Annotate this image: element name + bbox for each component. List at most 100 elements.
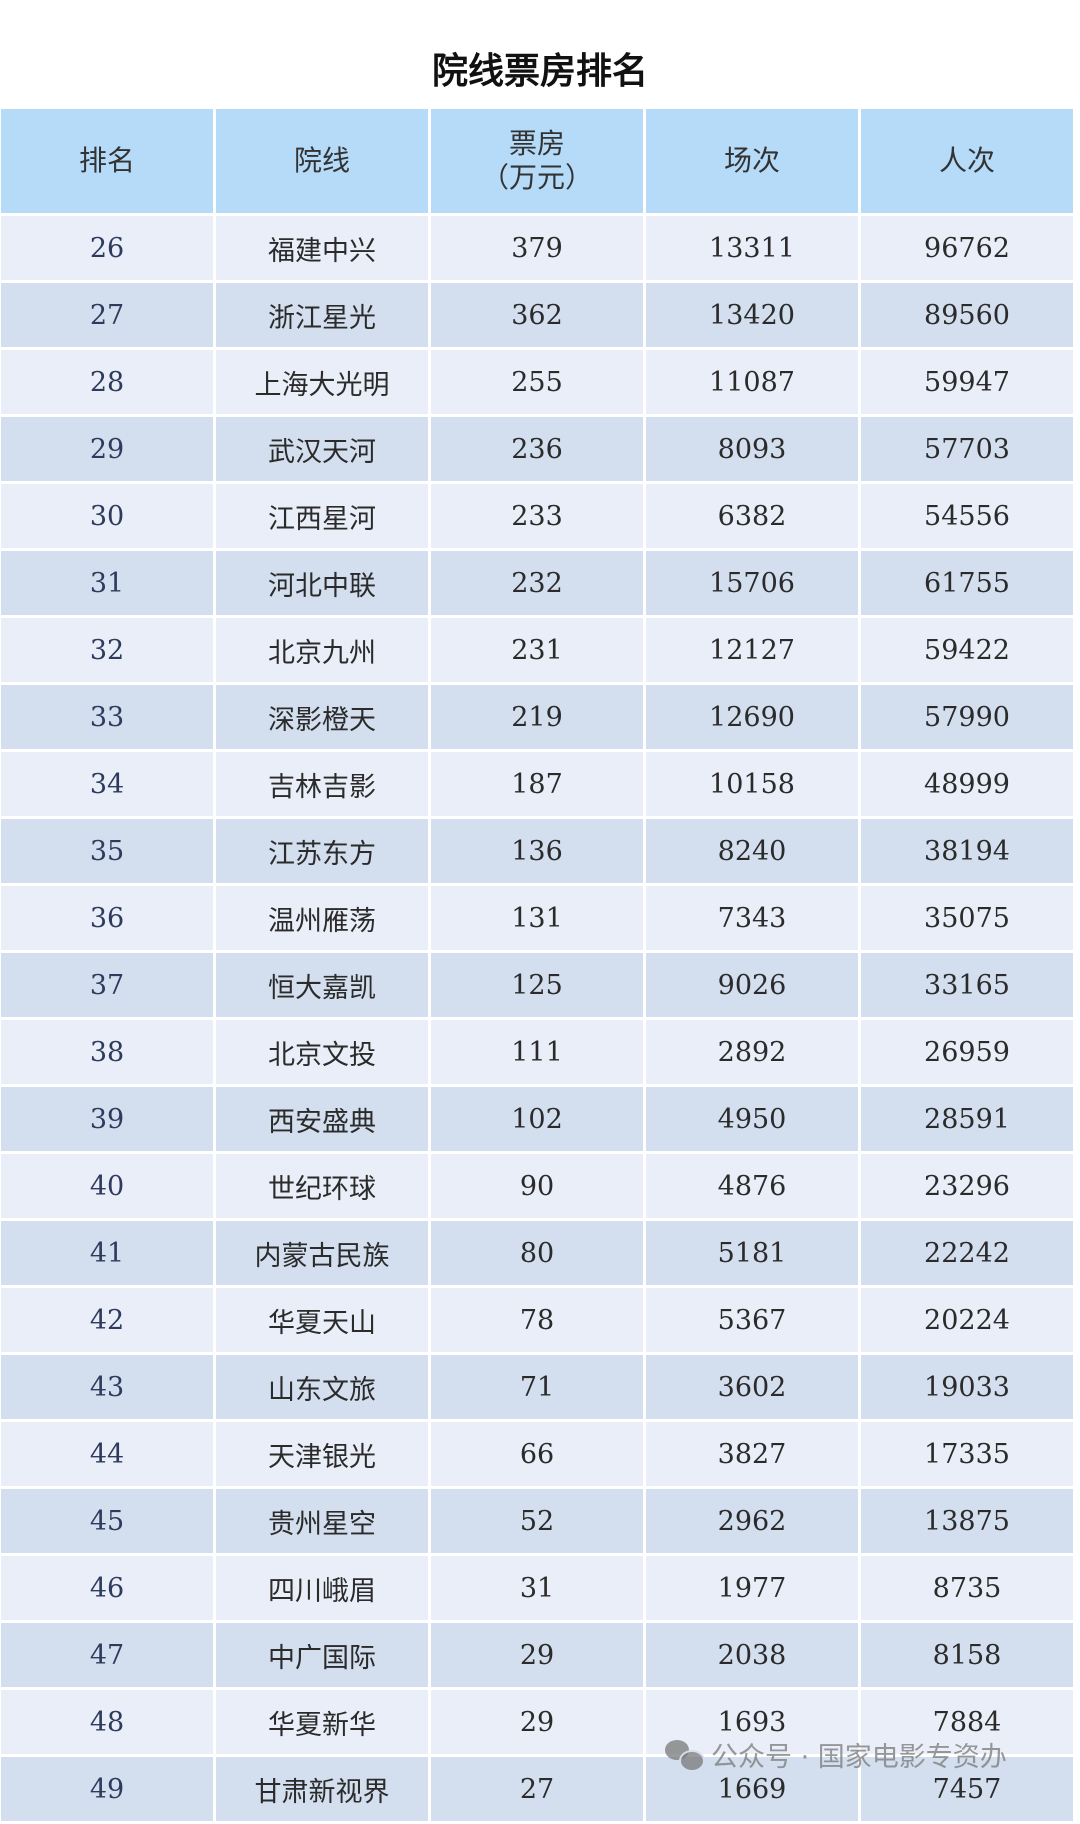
- table-row: 35 江苏东方 136 8240 38194: [1, 819, 1073, 883]
- cell-cinema-chain: 武汉天河: [216, 417, 428, 481]
- table-row: 38 北京文投 111 2892 26959: [1, 1020, 1073, 1084]
- cell-screenings: 6382: [646, 484, 858, 548]
- table-row: 42 华夏天山 78 5367 20224: [1, 1288, 1073, 1352]
- cell-screenings: 5181: [646, 1221, 858, 1285]
- cell-screenings: 5367: [646, 1288, 858, 1352]
- cell-screenings: 13311: [646, 216, 858, 280]
- cell-box-office: 136: [431, 819, 643, 883]
- cell-cinema-chain: 恒大嘉凯: [216, 953, 428, 1017]
- table-row: 44 天津银光 66 3827 17335: [1, 1422, 1073, 1486]
- cell-box-office: 187: [431, 752, 643, 816]
- cell-cinema-chain: 吉林吉影: [216, 752, 428, 816]
- cell-attendance: 57990: [861, 685, 1073, 749]
- cell-screenings: 12690: [646, 685, 858, 749]
- cell-rank: 49: [1, 1757, 213, 1821]
- cell-rank: 27: [1, 283, 213, 347]
- cell-rank: 45: [1, 1489, 213, 1553]
- wechat-icon: [665, 1739, 705, 1772]
- cell-cinema-chain: 中广国际: [216, 1623, 428, 1687]
- table-row: 27 浙江星光 362 13420 89560: [1, 283, 1073, 347]
- header-cinema-chain: 院线: [216, 109, 428, 213]
- table-row: 48 华夏新华 29 1693 7884: [1, 1690, 1073, 1754]
- table-row: 29 武汉天河 236 8093 57703: [1, 417, 1073, 481]
- table-row: 32 北京九州 231 12127 59422: [1, 618, 1073, 682]
- cell-attendance: 35075: [861, 886, 1073, 950]
- cell-screenings: 3827: [646, 1422, 858, 1486]
- watermark: 公众号 · 国家电影专资办: [665, 1735, 1007, 1774]
- cell-box-office: 78: [431, 1288, 643, 1352]
- header-box-office-line2: （万元）: [480, 161, 593, 194]
- cell-screenings: 2892: [646, 1020, 858, 1084]
- cell-box-office: 232: [431, 551, 643, 615]
- cell-cinema-chain: 江西星河: [216, 484, 428, 548]
- cell-screenings: 3602: [646, 1355, 858, 1419]
- table-row: 28 上海大光明 255 11087 59947: [1, 350, 1073, 414]
- cell-cinema-chain: 上海大光明: [216, 350, 428, 414]
- cell-rank: 44: [1, 1422, 213, 1486]
- cell-box-office: 31: [431, 1556, 643, 1620]
- cell-box-office: 236: [431, 417, 643, 481]
- cell-cinema-chain: 四川峨眉: [216, 1556, 428, 1620]
- table-row: 33 深影橙天 219 12690 57990: [1, 685, 1073, 749]
- cell-cinema-chain: 浙江星光: [216, 283, 428, 347]
- cell-attendance: 23296: [861, 1154, 1073, 1218]
- table-row: 47 中广国际 29 2038 8158: [1, 1623, 1073, 1687]
- cell-rank: 37: [1, 953, 213, 1017]
- cell-rank: 43: [1, 1355, 213, 1419]
- cell-rank: 30: [1, 484, 213, 548]
- cell-rank: 26: [1, 216, 213, 280]
- cell-cinema-chain: 山东文旅: [216, 1355, 428, 1419]
- cell-attendance: 59947: [861, 350, 1073, 414]
- cell-rank: 48: [1, 1690, 213, 1754]
- cell-rank: 36: [1, 886, 213, 950]
- table-header-row: 排名 院线 票房 （万元） 场次 人次: [1, 109, 1073, 213]
- cell-cinema-chain: 河北中联: [216, 551, 428, 615]
- cell-cinema-chain: 北京文投: [216, 1020, 428, 1084]
- cell-screenings: 4876: [646, 1154, 858, 1218]
- cell-box-office: 111: [431, 1020, 643, 1084]
- cell-cinema-chain: 江苏东方: [216, 819, 428, 883]
- table-row: 45 贵州星空 52 2962 13875: [1, 1489, 1073, 1553]
- cell-box-office: 66: [431, 1422, 643, 1486]
- table-row: 26 福建中兴 379 13311 96762: [1, 216, 1073, 280]
- cell-cinema-chain: 贵州星空: [216, 1489, 428, 1553]
- cell-cinema-chain: 温州雁荡: [216, 886, 428, 950]
- table-row: 37 恒大嘉凯 125 9026 33165: [1, 953, 1073, 1017]
- cell-attendance: 54556: [861, 484, 1073, 548]
- cell-cinema-chain: 福建中兴: [216, 216, 428, 280]
- header-box-office-line1: 票房: [508, 127, 565, 160]
- cell-attendance: 19033: [861, 1355, 1073, 1419]
- cell-box-office: 379: [431, 216, 643, 280]
- cell-screenings: 8240: [646, 819, 858, 883]
- table-row: 31 河北中联 232 15706 61755: [1, 551, 1073, 615]
- cell-screenings: 2038: [646, 1623, 858, 1687]
- cell-box-office: 90: [431, 1154, 643, 1218]
- cell-box-office: 52: [431, 1489, 643, 1553]
- cell-screenings: 4950: [646, 1087, 858, 1151]
- ranking-table: 排名 院线 票房 （万元） 场次 人次 26 福建中兴 379 13311 96762 27…: [0, 106, 1076, 1824]
- cell-screenings: 7343: [646, 886, 858, 950]
- cell-attendance: 48999: [861, 752, 1073, 816]
- cell-screenings: 8093: [646, 417, 858, 481]
- cell-attendance: 26959: [861, 1020, 1073, 1084]
- cell-screenings: 2962: [646, 1489, 858, 1553]
- header-box-office: 票房 （万元）: [431, 109, 643, 213]
- cell-rank: 29: [1, 417, 213, 481]
- cell-box-office: 125: [431, 953, 643, 1017]
- cell-screenings: 9026: [646, 953, 858, 1017]
- cell-rank: 33: [1, 685, 213, 749]
- header-attendance: 人次: [861, 109, 1073, 213]
- cell-box-office: 29: [431, 1623, 643, 1687]
- cell-box-office: 131: [431, 886, 643, 950]
- cell-box-office: 233: [431, 484, 643, 548]
- cell-cinema-chain: 华夏天山: [216, 1288, 428, 1352]
- cell-rank: 41: [1, 1221, 213, 1285]
- cell-box-office: 362: [431, 283, 643, 347]
- cell-attendance: 57703: [861, 417, 1073, 481]
- cell-rank: 35: [1, 819, 213, 883]
- cell-rank: 47: [1, 1623, 213, 1687]
- cell-box-office: 255: [431, 350, 643, 414]
- cell-attendance: 8158: [861, 1623, 1073, 1687]
- cell-cinema-chain: 内蒙古民族: [216, 1221, 428, 1285]
- cell-screenings: 11087: [646, 350, 858, 414]
